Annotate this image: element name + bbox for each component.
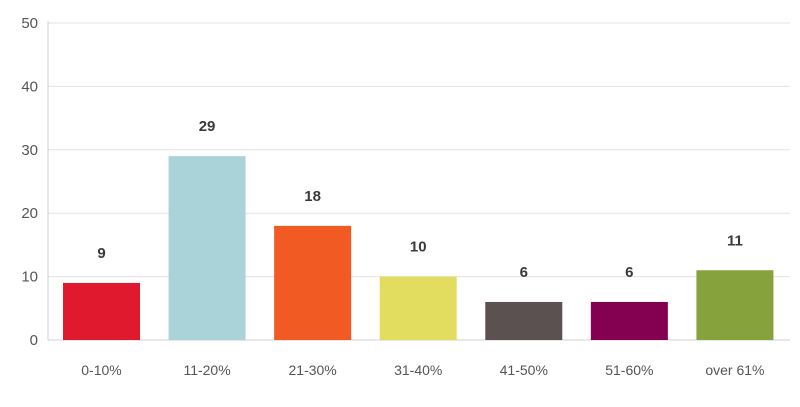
bar [168, 156, 246, 340]
bar [590, 301, 668, 340]
bar [696, 270, 774, 340]
x-tick-label: 31-40% [394, 362, 442, 378]
bar [63, 282, 140, 340]
bar [379, 276, 457, 340]
bar [274, 225, 352, 340]
data-label: 18 [304, 188, 321, 205]
data-label: 29 [199, 118, 216, 135]
x-tick-label: 0-10% [81, 362, 121, 378]
data-label: 10 [410, 239, 427, 256]
x-tick-label: 11-20% [183, 362, 230, 378]
x-tick-label: over 61% [705, 362, 764, 378]
bar [485, 301, 563, 340]
bars [63, 156, 774, 340]
data-label: 11 [727, 232, 743, 249]
y-tick-label: 30 [21, 142, 38, 159]
data-label: 9 [97, 245, 105, 262]
y-tick-label: 10 [21, 269, 38, 286]
y-tick-label: 40 [21, 78, 38, 95]
x-tick-label: 51-60% [605, 362, 653, 378]
x-tick-label: 21-30% [289, 362, 337, 378]
data-label: 6 [625, 264, 633, 281]
labels: 0 10 20 30 40 50 9 0-10% 29 11-20% 18 21-30% 10 31-40… [21, 15, 764, 378]
data-label: 6 [520, 264, 528, 281]
y-tick-label: 20 [21, 205, 38, 222]
x-tick-label: 41-50% [500, 362, 548, 378]
y-tick-label: 50 [21, 15, 38, 32]
y-tick-label: 0 [30, 332, 38, 349]
